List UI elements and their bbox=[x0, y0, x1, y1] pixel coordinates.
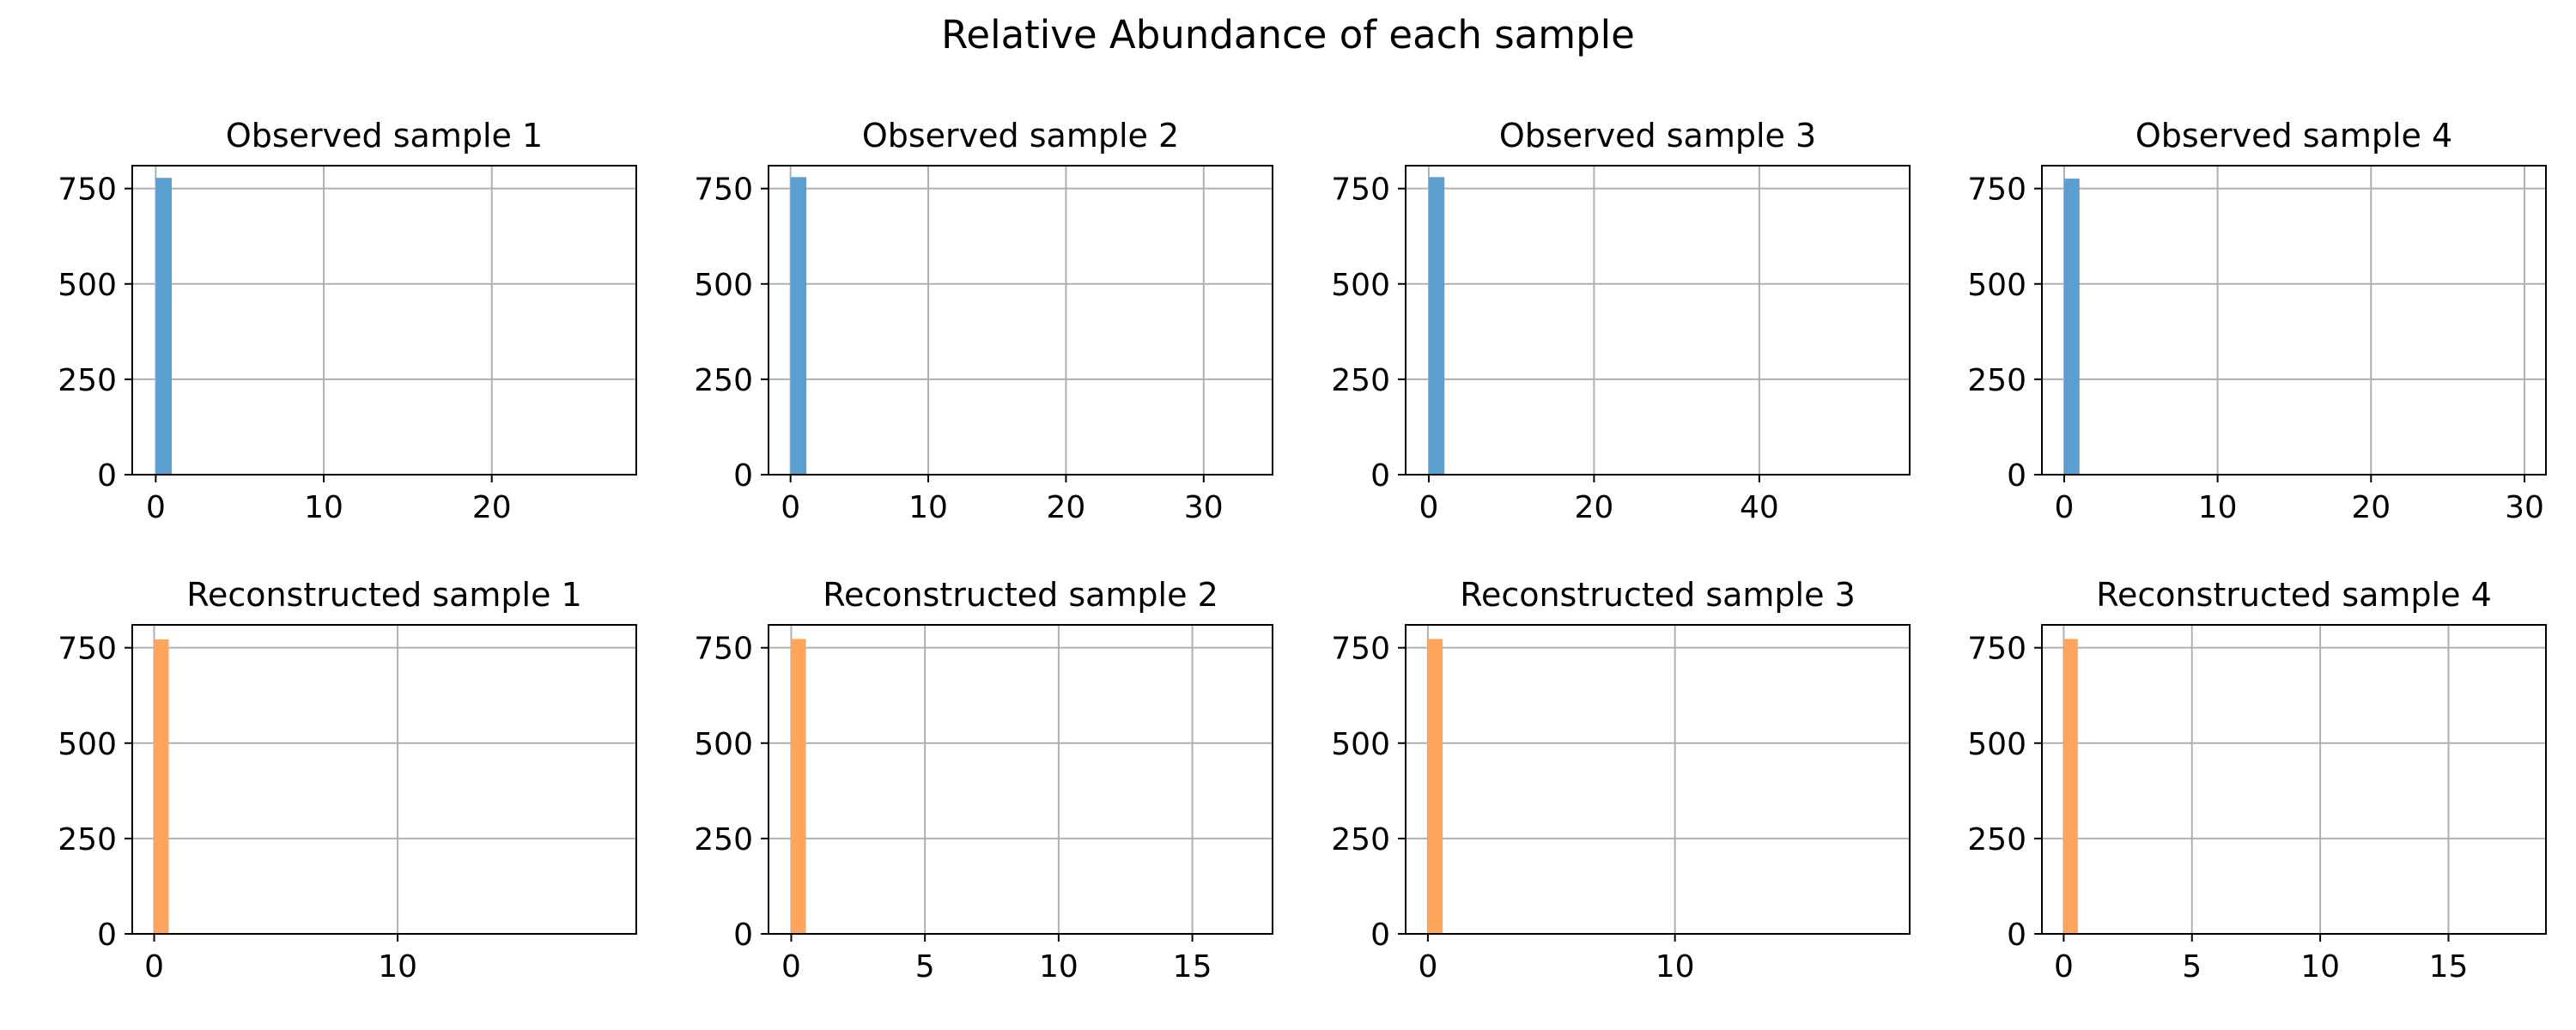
axes-frame bbox=[2041, 624, 2547, 935]
subplot-title: Reconstructed sample 2 bbox=[823, 576, 1218, 614]
subplot-6: 0 5 10 15 0 250 500 750 Reconstructed sample 2 bbox=[694, 576, 1273, 985]
axes-frame bbox=[768, 165, 1273, 476]
subplot-2: 0 10 20 30 0 250 500 750 Observed sample 2 bbox=[694, 117, 1273, 525]
y-tick-label: 500 bbox=[1967, 727, 2026, 762]
subplot-title: Observed sample 4 bbox=[2136, 117, 2452, 154]
y-tick-label: 0 bbox=[1370, 458, 1390, 494]
x-tick-label: 5 bbox=[915, 949, 935, 985]
y-tick-label: 750 bbox=[1967, 632, 2026, 667]
axes-frame bbox=[1405, 165, 1911, 476]
y-tick-label: 750 bbox=[1967, 173, 2026, 208]
x-tick-label: 10 bbox=[304, 490, 343, 525]
y-tick-label: 250 bbox=[694, 363, 753, 398]
y-tick-label: 750 bbox=[1331, 173, 1390, 208]
x-tick-label: 30 bbox=[1184, 490, 1224, 525]
y-tick-label: 250 bbox=[1967, 822, 2026, 857]
x-tick-label: 0 bbox=[2054, 490, 2074, 525]
y-tick-label: 0 bbox=[2007, 918, 2026, 953]
subplot-3: 0 20 40 0 250 500 750 Observed sample 3 bbox=[1331, 117, 1911, 525]
x-tick-label: 30 bbox=[2505, 490, 2544, 525]
subplot-title: Reconstructed sample 3 bbox=[1460, 576, 1856, 614]
x-tick-label: 10 bbox=[908, 490, 948, 525]
histogram-bar bbox=[155, 178, 172, 475]
subplot-title: Reconstructed sample 1 bbox=[186, 576, 582, 614]
y-tick-label: 750 bbox=[58, 173, 117, 208]
x-tick-label: 20 bbox=[1047, 490, 1086, 525]
y-tick-label: 750 bbox=[694, 173, 753, 208]
y-tick-label: 0 bbox=[733, 458, 753, 494]
figure-title: Relative Abundance of each sample bbox=[941, 12, 1635, 58]
axes-frame bbox=[131, 165, 637, 476]
y-tick-label: 750 bbox=[1331, 632, 1390, 667]
x-tick-label: 10 bbox=[378, 949, 417, 985]
x-tick-label: 5 bbox=[2182, 949, 2202, 985]
x-tick-label: 15 bbox=[2429, 949, 2469, 985]
x-tick-label: 10 bbox=[2300, 949, 2340, 985]
x-tick-label: 0 bbox=[1419, 490, 1438, 525]
x-tick-label: 0 bbox=[781, 949, 801, 985]
y-tick-label: 500 bbox=[694, 727, 753, 762]
x-tick-label: 0 bbox=[781, 490, 800, 525]
x-tick-label: 20 bbox=[2351, 490, 2391, 525]
axes-frame bbox=[1405, 624, 1911, 935]
x-tick-label: 15 bbox=[1173, 949, 1212, 985]
y-tick-label: 250 bbox=[58, 822, 117, 857]
y-tick-label: 500 bbox=[58, 727, 117, 762]
axes-frame bbox=[131, 624, 637, 935]
x-tick-label: 0 bbox=[144, 949, 164, 985]
x-tick-label: 0 bbox=[2054, 949, 2074, 985]
subplot-title: Observed sample 3 bbox=[1499, 117, 1816, 154]
y-tick-label: 250 bbox=[1967, 363, 2026, 398]
subplot-title: Reconstructed sample 4 bbox=[2096, 576, 2492, 614]
y-tick-label: 250 bbox=[1331, 822, 1390, 857]
histogram-bar bbox=[1427, 639, 1443, 934]
histogram-bar bbox=[791, 639, 806, 934]
histogram-bar bbox=[1428, 177, 1445, 476]
y-tick-label: 500 bbox=[1331, 727, 1390, 762]
histogram-bar bbox=[790, 177, 807, 476]
y-tick-label: 500 bbox=[1967, 268, 2026, 303]
y-tick-label: 500 bbox=[58, 268, 117, 303]
subplot-title: Observed sample 2 bbox=[862, 117, 1179, 154]
y-tick-label: 0 bbox=[2007, 458, 2026, 494]
y-tick-label: 0 bbox=[733, 918, 753, 953]
x-tick-label: 0 bbox=[146, 490, 166, 525]
y-tick-label: 250 bbox=[694, 822, 753, 857]
y-tick-label: 0 bbox=[1370, 918, 1390, 953]
subplot-7: 0 10 0 250 500 750 Reconstructed sample 3 bbox=[1331, 576, 1911, 985]
x-tick-label: 10 bbox=[1656, 949, 1695, 985]
y-tick-label: 0 bbox=[97, 918, 117, 953]
x-tick-label: 20 bbox=[1574, 490, 1613, 525]
y-tick-label: 0 bbox=[97, 458, 117, 494]
histogram-bar bbox=[2063, 179, 2080, 475]
y-tick-label: 750 bbox=[694, 632, 753, 667]
x-tick-label: 0 bbox=[1418, 949, 1437, 985]
y-tick-label: 750 bbox=[58, 632, 117, 667]
subplot-4: 0 10 20 30 0 250 500 750 Observed sample 4 bbox=[1967, 117, 2547, 525]
histogram-bar bbox=[154, 639, 169, 934]
y-tick-label: 250 bbox=[1331, 363, 1390, 398]
x-tick-label: 10 bbox=[1039, 949, 1078, 985]
subplot-1: 0 10 20 0 250 500 750 Observed sample 1 bbox=[58, 117, 637, 525]
axes-frame bbox=[2041, 165, 2547, 476]
y-tick-label: 500 bbox=[694, 268, 753, 303]
x-tick-label: 40 bbox=[1740, 490, 1779, 525]
histogram-bar bbox=[2063, 639, 2078, 934]
subplot-5: 0 10 0 250 500 750 Reconstructed sample 1 bbox=[58, 576, 637, 985]
subplot-title: Observed sample 1 bbox=[226, 117, 543, 154]
y-tick-label: 500 bbox=[1331, 268, 1390, 303]
axes-frame bbox=[768, 624, 1273, 935]
x-tick-label: 10 bbox=[2198, 490, 2238, 525]
y-tick-label: 250 bbox=[58, 363, 117, 398]
x-tick-label: 20 bbox=[472, 490, 512, 525]
subplot-8: 0 5 10 15 0 250 500 750 Reconstructed sample 4 bbox=[1967, 576, 2547, 985]
